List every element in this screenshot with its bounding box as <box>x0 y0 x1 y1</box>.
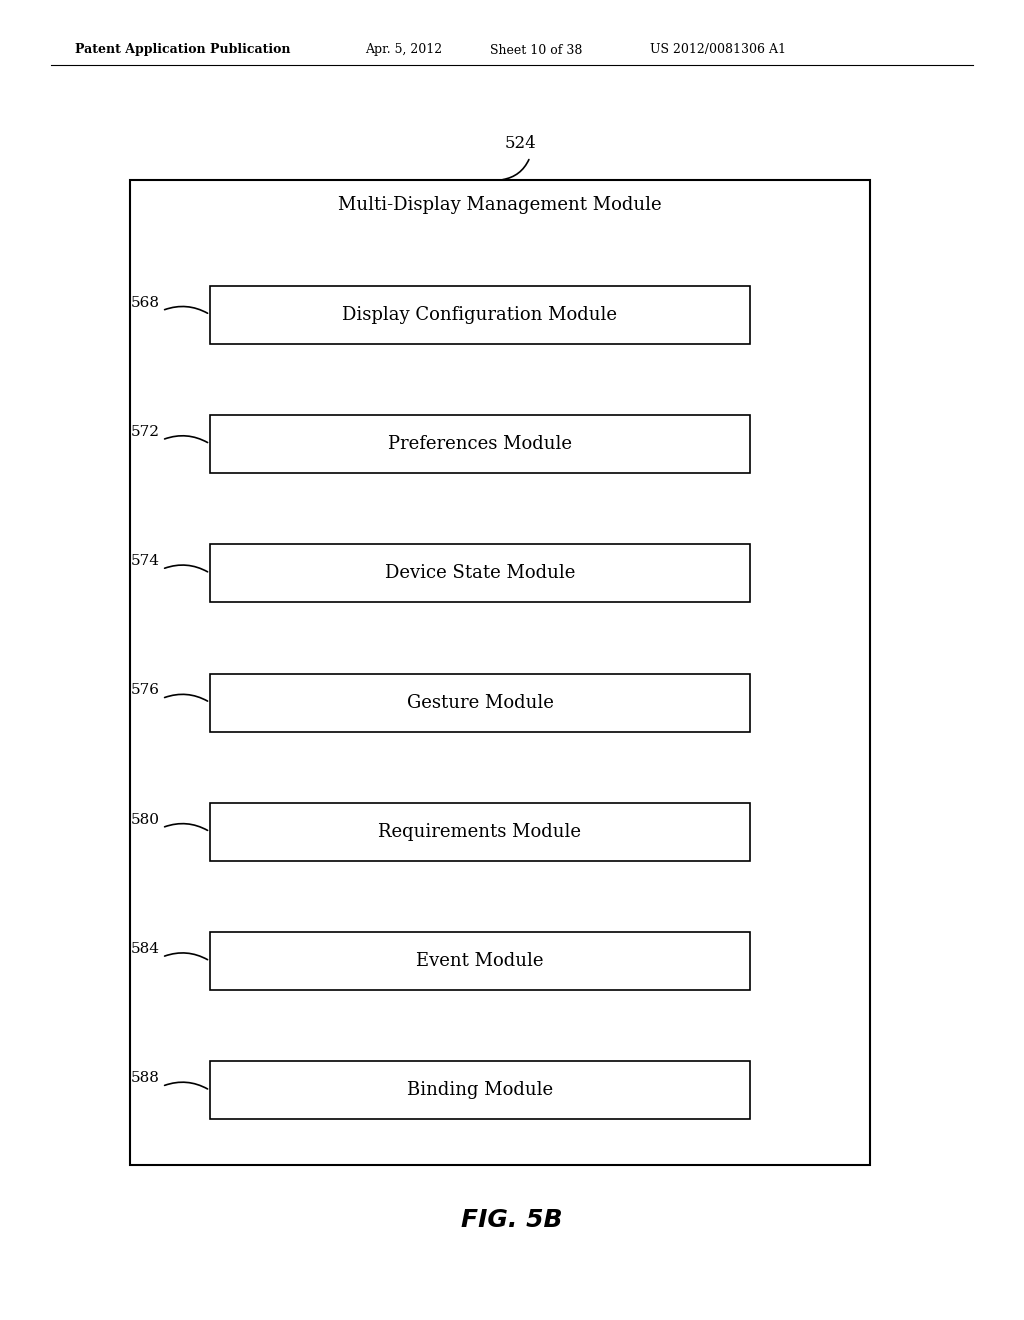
Text: 588: 588 <box>131 1072 160 1085</box>
Text: FIG. 5B: FIG. 5B <box>461 1208 563 1232</box>
Text: Binding Module: Binding Module <box>407 1081 553 1100</box>
Text: 576: 576 <box>131 684 160 697</box>
Text: Event Module: Event Module <box>416 952 544 970</box>
Text: Sheet 10 of 38: Sheet 10 of 38 <box>490 44 583 57</box>
FancyBboxPatch shape <box>130 180 870 1166</box>
Text: US 2012/0081306 A1: US 2012/0081306 A1 <box>650 44 786 57</box>
Text: 580: 580 <box>131 813 160 826</box>
Text: Patent Application Publication: Patent Application Publication <box>75 44 291 57</box>
Text: Apr. 5, 2012: Apr. 5, 2012 <box>365 44 442 57</box>
Text: Multi-Display Management Module: Multi-Display Management Module <box>338 195 662 214</box>
Text: Preferences Module: Preferences Module <box>388 434 572 453</box>
FancyBboxPatch shape <box>210 673 750 731</box>
Text: Display Configuration Module: Display Configuration Module <box>342 306 617 323</box>
FancyBboxPatch shape <box>210 1061 750 1119</box>
Text: 574: 574 <box>131 554 160 568</box>
FancyBboxPatch shape <box>210 544 750 602</box>
FancyBboxPatch shape <box>210 285 750 343</box>
Text: Requirements Module: Requirements Module <box>379 822 582 841</box>
Text: Gesture Module: Gesture Module <box>407 693 553 711</box>
Text: Device State Module: Device State Module <box>385 564 575 582</box>
Text: 524: 524 <box>504 135 536 152</box>
Text: 584: 584 <box>131 942 160 956</box>
Text: 572: 572 <box>131 425 160 440</box>
FancyBboxPatch shape <box>210 414 750 473</box>
Text: 568: 568 <box>131 296 160 310</box>
FancyBboxPatch shape <box>210 932 750 990</box>
FancyBboxPatch shape <box>210 803 750 861</box>
